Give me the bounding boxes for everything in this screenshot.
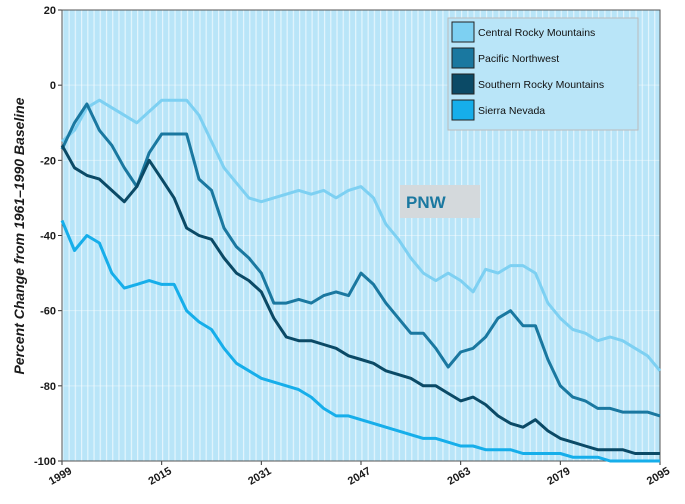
- legend-swatch: [451, 99, 475, 121]
- y-tick-label: 0: [50, 80, 56, 92]
- legend-label: Central Rocky Mountains: [478, 27, 595, 39]
- plot-frame: [61, 9, 661, 462]
- x-tick-label: 2063: [446, 465, 473, 488]
- annotation: PNW: [406, 193, 447, 212]
- legend-label: Southern Rocky Mountains: [478, 79, 604, 91]
- legend-label: Pacific Northwest: [478, 53, 559, 65]
- x-tick-label: 1999: [47, 465, 74, 488]
- x-tick-label: 2095: [645, 465, 672, 488]
- y-tick-label: -100: [34, 456, 56, 468]
- y-tick-label: -20: [40, 155, 56, 167]
- legend-swatch: [451, 47, 475, 69]
- legend-box: [447, 17, 639, 131]
- series-line: [60, 219, 660, 463]
- y-tick-label: 20: [44, 5, 56, 17]
- series-line: [60, 144, 660, 455]
- x-tick-label: 2047: [346, 465, 373, 488]
- x-tick-label: 2031: [246, 465, 273, 488]
- legend-swatch: [451, 73, 475, 95]
- annotation-box: [400, 185, 480, 218]
- series-line: [60, 102, 661, 418]
- series-line: [60, 98, 662, 372]
- y-tick-label: -60: [40, 306, 56, 318]
- legend-label: Sierra Nevada: [478, 105, 545, 117]
- legend-swatch: [451, 21, 475, 43]
- x-tick-label: 2015: [147, 465, 174, 488]
- x-tick-label: 2079: [545, 465, 572, 488]
- y-tick-label: -80: [40, 381, 56, 393]
- y-tick-label: -40: [40, 231, 56, 243]
- y-axis-label: Percent Change from 1961–1990 Baseline: [11, 97, 27, 374]
